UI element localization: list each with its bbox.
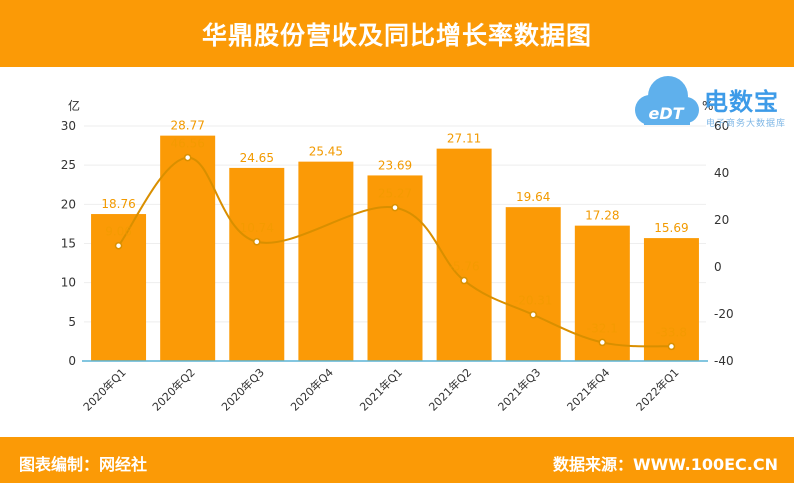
logo-name: 电数宝 [704,88,779,116]
growth-rate-label: 9.06 [105,225,132,239]
x-tick-label: 2020年Q3 [218,365,267,414]
revenue-bar [91,214,147,361]
x-tick-label: 2021年Q2 [426,365,475,414]
bar-value-label: 24.65 [240,151,274,165]
footer-editor: 图表编制：网经社 [19,455,148,474]
x-tick-label: 2021年Q1 [357,365,406,414]
revenue-bar [436,148,492,361]
y-tick-label: 30 [61,119,76,133]
y2-tick-label: 20 [714,213,729,227]
y2-tick-label: -40 [714,354,734,368]
revenue-bar [229,167,285,361]
bar-value-label: 15.69 [654,221,688,235]
bar-value-label: 18.76 [101,197,135,211]
watermark-logo: eDT 电数宝 电子商务大数据库 [628,72,794,134]
x-tick-label: 2020年Q1 [80,365,129,414]
bar-value-label: 19.64 [516,190,550,204]
y-tick-label: 10 [61,276,76,290]
bar-value-label: 28.77 [170,119,204,133]
logo-badge-text: eDT [648,104,684,123]
revenue-bar [643,238,699,361]
revenue-bar [574,225,630,361]
x-tick-label: 2022年Q1 [633,365,682,414]
growth-rate-label: -32.1 [587,321,618,335]
x-tick-label: 2020年Q4 [287,365,336,414]
revenue-bar [367,175,423,361]
growth-rate-label: 25.27 [378,187,412,201]
cloud-logo-icon: eDT [635,76,699,125]
y-tick-label: 5 [68,315,76,329]
y2-tick-label: 40 [714,166,729,180]
y2-tick-label: -20 [714,307,734,321]
bar-value-label: 17.28 [585,209,619,223]
combo-chart: 0 5 10 15 20 25 30 -40 -20 0 20 40 60 亿 % 18.76 28.77 24.… [61,98,734,414]
growth-rate-label: -20.31 [514,294,553,308]
footer-banner: 图表编制：网经社 数据来源：WWW.100EC.CN [0,437,794,483]
y-tick-label: 20 [61,197,76,211]
growth-rate-label: -33.8 [656,325,687,339]
growth-rate-point [598,338,607,347]
growth-rate-point [529,310,537,319]
growth-rate-label: 46.56 [170,137,204,151]
x-tick-label: 2021年Q4 [564,365,613,414]
y2-tick-label: 0 [714,260,722,274]
revenue-bar [298,161,354,361]
growth-rate-point [667,342,676,351]
x-tick-label: 2020年Q2 [149,365,198,414]
growth-rate-point [460,276,468,285]
chart-title: 华鼎股份营收及同比增长率数据图 [201,20,592,50]
y2-tick-label: 60 [714,119,729,133]
growth-rate-point [253,238,261,246]
y-tick-label: 15 [61,237,76,251]
growth-rate-label: 10.74 [240,221,274,235]
y-axis-unit: 亿 [68,98,80,113]
y-tick-label: 25 [61,158,76,172]
revenue-bar [505,207,561,361]
bar-value-label: 23.69 [378,158,412,172]
footer-source: 数据来源：WWW.100EC.CN [552,455,778,474]
growth-rate-point [114,241,123,250]
chart-area: 0 5 10 15 20 25 30 -40 -20 0 20 40 60 亿% 18.76 28.77 24.… [0,67,794,437]
bar-value-label: 25.45 [309,145,343,159]
y-tick-label: 0 [68,354,76,368]
bar-value-label: 27.11 [447,132,481,146]
y2-axis-unit: % [702,99,713,113]
growth-rate-label: -5.76 [449,260,480,274]
growth-rate-point [183,153,192,162]
x-tick-label: 2021年Q3 [495,365,544,414]
growth-rate-point [391,203,399,212]
header-banner: 华鼎股份营收及同比增长率数据图 [0,0,794,67]
logo-subtitle: 电子商务大数据库 [706,119,787,129]
